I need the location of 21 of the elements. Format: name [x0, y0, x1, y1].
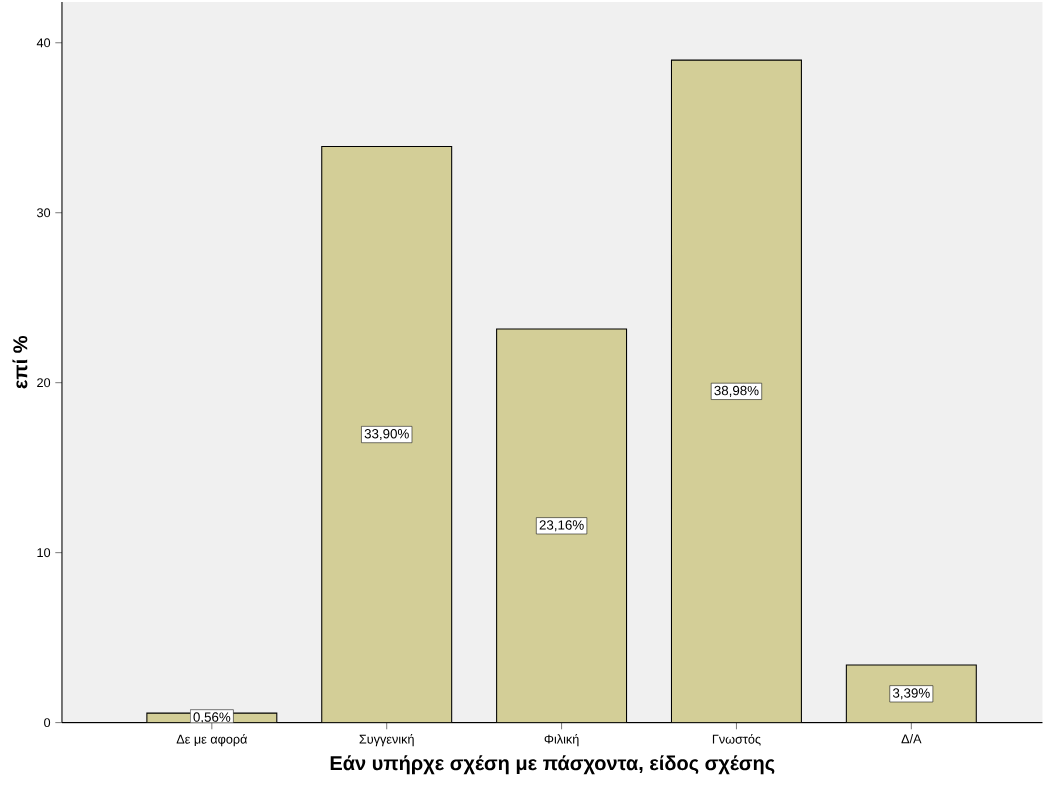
- bar: [845, 664, 977, 723]
- data-label: 33,90%: [364, 429, 409, 441]
- y-axis-title: επί %: [12, 336, 28, 389]
- x-axis-title: Εάν υπήρχε σχέση με πάσχοντα, είδος σχέσης: [330, 755, 775, 775]
- y-tick-label: 30: [37, 208, 51, 218]
- y-tick-label: 40: [36, 38, 51, 48]
- x-tick-label: Συγγενική: [359, 734, 414, 747]
- bar: [321, 146, 452, 723]
- data-label: 0,56%: [193, 712, 231, 724]
- x-tick-label: Γνωστός: [712, 734, 761, 746]
- y-tick-label: 10: [37, 548, 51, 558]
- x-tick-label: Δε με αφορά: [176, 734, 248, 747]
- x-tick-label: Φιλική: [544, 734, 579, 747]
- bar: [496, 329, 627, 723]
- data-label: 3,39%: [892, 688, 930, 700]
- data-label: 38,98%: [714, 386, 759, 398]
- y-tick-label: 0: [44, 718, 51, 728]
- bar: [671, 60, 802, 723]
- y-tick-label: 20: [37, 378, 51, 388]
- data-label: 23,16%: [539, 520, 584, 532]
- x-tick-label: Δ/Α: [901, 734, 922, 744]
